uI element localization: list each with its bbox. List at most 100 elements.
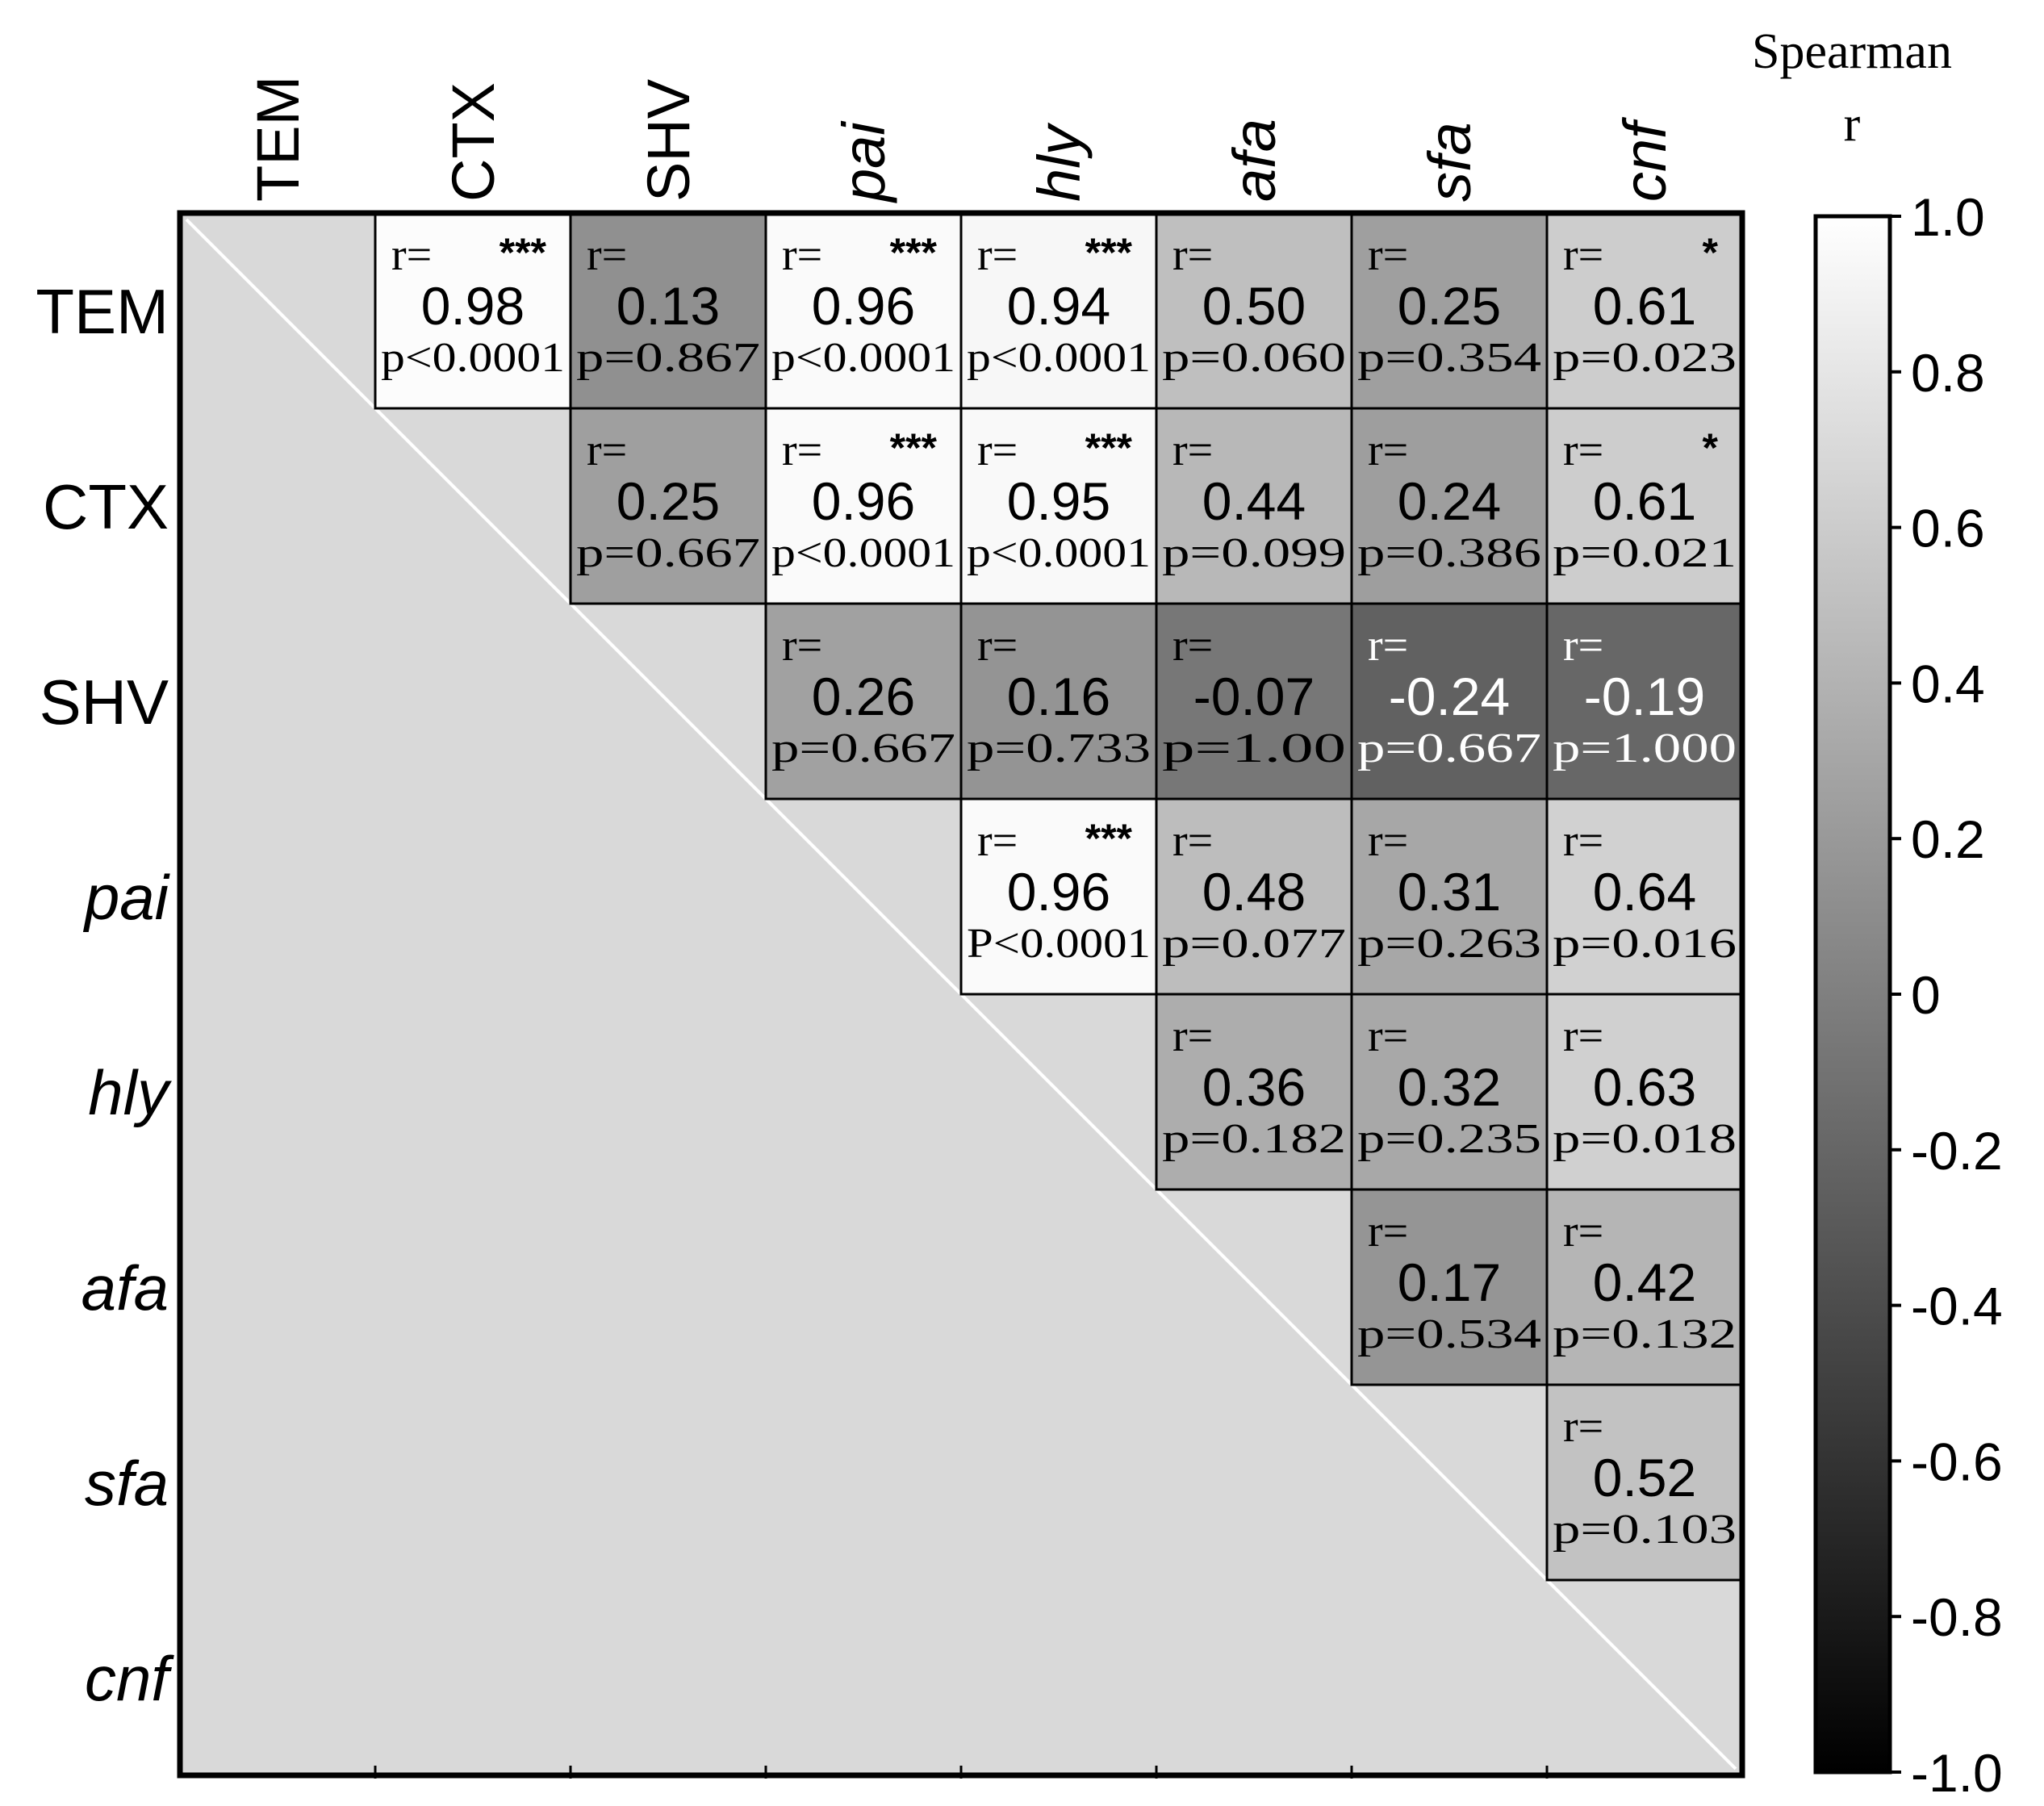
- colorbar-tick-label: 1.0: [1911, 187, 1985, 247]
- cell-value-label: 0.16: [1007, 667, 1110, 726]
- heatmap-cell: r=0.42p=0.132: [1545, 1188, 1744, 1386]
- heatmap-cell: r=0.31p=0.263: [1350, 797, 1549, 996]
- cell-fill: [764, 602, 963, 801]
- heatmap-cell: r=0.50p=0.060: [1155, 211, 1353, 410]
- cell-p-value: p=0.263: [1357, 921, 1541, 967]
- colorbar-tick-label: -0.4: [1911, 1277, 2003, 1336]
- cell-p-value: p=0.534: [1357, 1311, 1541, 1357]
- heatmap-cell: r=-0.24p=0.667: [1350, 602, 1549, 801]
- cell-value-label: 0.64: [1593, 862, 1696, 922]
- cell-value-label: -0.07: [1193, 667, 1315, 726]
- heatmap-cell: r= *0.61p=0.021: [1545, 407, 1744, 605]
- heatmap-cell: r= ***0.98p<0.0001: [374, 211, 572, 410]
- cell-fill: [1545, 211, 1744, 410]
- heatmap-cell: r= ***0.94p<0.0001: [959, 211, 1158, 410]
- cell-fill: [1350, 797, 1549, 996]
- colorbar-tick-label: 0: [1911, 965, 1941, 1025]
- cell-r-prefix: r=: [977, 621, 1018, 671]
- heatmap-cell: r=0.32p=0.235: [1350, 993, 1549, 1191]
- cell-r-prefix: r=: [1172, 425, 1213, 475]
- cell-p-value: p=0.103: [1553, 1507, 1737, 1553]
- heatmap-cell: r=0.26p=0.667: [764, 602, 963, 801]
- cell-value-label: 0.52: [1593, 1448, 1696, 1507]
- cell-fill: [959, 602, 1158, 801]
- cell-p-value: p=0.132: [1553, 1311, 1737, 1357]
- cell-fill: [1155, 993, 1353, 1191]
- cell-fill: [1545, 407, 1744, 605]
- row-label: sfa: [85, 1448, 169, 1519]
- cell-r-prefix: r=: [977, 230, 1018, 280]
- cell-p-value: p<0.0001: [771, 530, 955, 576]
- cell-r-prefix: r=: [587, 425, 627, 475]
- cell-p-value: p=0.667: [771, 725, 955, 771]
- cell-significance-stars: ***: [890, 230, 938, 275]
- heatmap-cell: r=0.24p=0.386: [1350, 407, 1549, 605]
- cell-fill: [1155, 797, 1353, 996]
- heatmap-cell: r=0.25p=0.667: [569, 407, 767, 605]
- cell-r-prefix: r=: [1563, 1206, 1603, 1256]
- cell-fill: [1545, 797, 1744, 996]
- column-label: TEM: [245, 76, 311, 202]
- colorbar-tick-label: -1.0: [1911, 1743, 2003, 1803]
- colorbar: 1.0 0.8 0.6 0.4 0.2 0 -0.2 -0.4 -0.6 -0.8 -1.0 Spea…: [1752, 24, 2003, 1803]
- cell-value-label: 0.24: [1398, 471, 1501, 531]
- column-label: SHV: [635, 78, 702, 202]
- cell-r-prefix: r=: [1563, 816, 1603, 866]
- cell-p-value: p=0.060: [1162, 335, 1346, 381]
- cell-fill: [569, 211, 767, 410]
- cell-value-label: 0.26: [812, 667, 915, 726]
- cell-value-label: 0.17: [1398, 1252, 1501, 1312]
- cell-fill: [1350, 602, 1549, 801]
- heatmap-cell: r=0.25p=0.354: [1350, 211, 1549, 410]
- colorbar-tick-label: -0.6: [1911, 1432, 2003, 1491]
- cell-significance-stars: ***: [1085, 230, 1133, 275]
- cell-p-value: p<0.0001: [967, 335, 1151, 381]
- cell-r-prefix: r=: [782, 621, 822, 671]
- cell-p-value: p=1.00: [1162, 725, 1346, 771]
- cell-value-label: 0.31: [1398, 862, 1501, 922]
- colorbar-tick-label: 0.2: [1911, 809, 1985, 869]
- cell-p-value: p=0.667: [1357, 725, 1541, 771]
- cell-p-value: p<0.0001: [771, 335, 955, 381]
- row-label: hly: [88, 1057, 172, 1128]
- cell-fill: [959, 211, 1158, 410]
- row-label: TEM: [36, 276, 169, 347]
- cell-fill: [1155, 211, 1353, 410]
- cell-significance-stars: ***: [1085, 425, 1133, 470]
- cell-r-prefix: r=: [782, 230, 822, 280]
- heatmap-cell: r=0.44p=0.099: [1155, 407, 1353, 605]
- cell-value-label: 0.94: [1007, 276, 1110, 336]
- cell-r-prefix: r=: [1368, 1011, 1408, 1061]
- column-label: afa: [1221, 119, 1288, 202]
- cell-value-label: 0.48: [1202, 862, 1306, 922]
- colorbar-tick-label: 0.4: [1911, 654, 1985, 713]
- cell-fill: [764, 407, 963, 605]
- cell-p-value: p=0.354: [1357, 335, 1541, 381]
- cell-value-label: 0.32: [1398, 1057, 1501, 1117]
- cell-fill: [374, 211, 572, 410]
- heatmap-cell: r= ***0.96p<0.0001: [764, 407, 963, 605]
- cell-significance-stars: *: [1703, 425, 1719, 470]
- cell-significance-stars: ***: [500, 230, 547, 275]
- colorbar-tick-label: 0.6: [1911, 499, 1985, 558]
- cell-value-label: 0.63: [1593, 1057, 1696, 1117]
- column-labels: TEM CTX SHV pai hly afa sfa cnf: [245, 76, 1678, 203]
- cell-fill: [1350, 211, 1549, 410]
- cell-r-prefix: r=: [1563, 425, 1603, 475]
- cell-fill: [959, 407, 1158, 605]
- cell-p-value: p=0.023: [1553, 335, 1737, 381]
- colorbar-tick-label: -0.2: [1911, 1121, 2003, 1181]
- cell-p-value: p=0.867: [576, 335, 760, 381]
- heatmap-cell: r=0.36p=0.182: [1155, 993, 1353, 1191]
- cell-r-prefix: r=: [391, 230, 432, 280]
- cell-fill: [1350, 1188, 1549, 1386]
- heatmap-cell: r= ***0.96p<0.0001: [764, 211, 963, 410]
- cell-value-label: 0.25: [617, 471, 720, 531]
- cell-value-label: 0.96: [812, 276, 915, 336]
- cell-value-label: 0.25: [1398, 276, 1501, 336]
- colorbar-title: r: [1844, 97, 1861, 152]
- cell-r-prefix: r=: [1368, 621, 1408, 671]
- cell-r-prefix: r=: [1172, 230, 1213, 280]
- heatmap-cell: r= ***0.96P<0.0001: [959, 797, 1158, 996]
- colorbar-tick-label: -0.8: [1911, 1587, 2003, 1647]
